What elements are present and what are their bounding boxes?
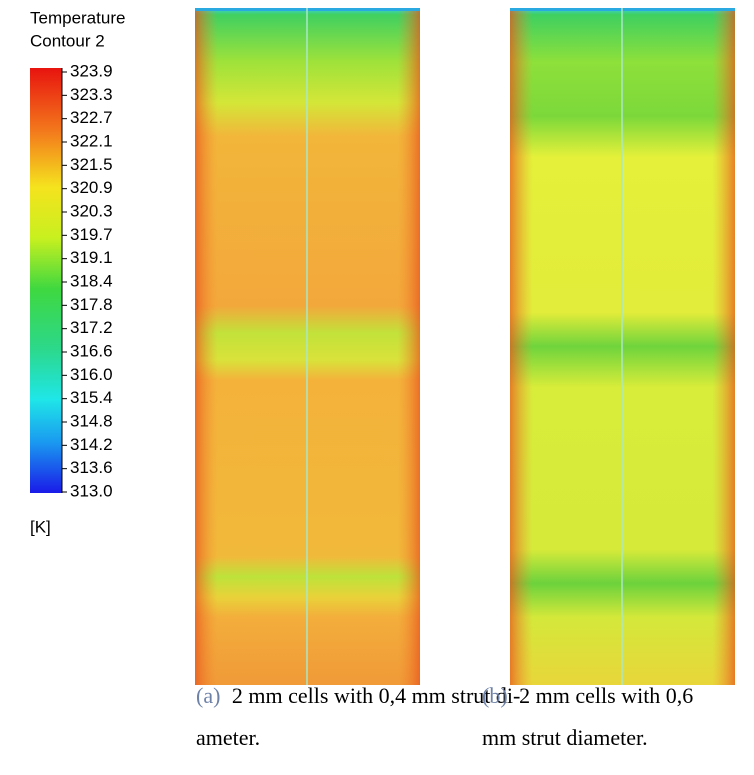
legend-title: Contour 2 (30, 31, 105, 50)
colorbar-label: 317.2 (70, 318, 113, 337)
legend-title: Temperature (30, 8, 125, 27)
colorbar (30, 68, 62, 493)
colorbar-label: 315.4 (70, 388, 113, 407)
colorbar-label: 320.3 (70, 201, 113, 220)
colorbar-label: 319.7 (70, 225, 113, 244)
colorbar-label: 323.9 (70, 61, 113, 80)
caption-text: 2 mm cells with 0,6 (519, 683, 693, 708)
contour-b (510, 8, 735, 685)
caption-text: ameter. (196, 725, 260, 750)
colorbar-label: 314.2 (70, 435, 113, 454)
colorbar-label: 313.0 (70, 481, 113, 500)
colorbar-label: 322.7 (70, 108, 113, 127)
caption-label: (a) (196, 683, 220, 708)
colorbar-label: 320.9 (70, 178, 113, 197)
caption: (a) 2 mm cells with 0,4 mm strut di- (196, 683, 520, 708)
caption: (b) 2 mm cells with 0,6 (482, 683, 693, 708)
caption-text: 2 mm cells with 0,4 mm strut di- (232, 683, 520, 708)
caption-label: (b) (482, 683, 508, 708)
colorbar-label: 318.4 (70, 271, 113, 290)
colorbar-label: 313.6 (70, 458, 113, 477)
contour-a (195, 8, 420, 685)
colorbar-label: 319.1 (70, 248, 113, 267)
colorbar-label: 316.0 (70, 365, 113, 384)
colorbar-label: 316.6 (70, 341, 113, 360)
colorbar-label: 321.5 (70, 155, 113, 174)
colorbar-label: 323.3 (70, 85, 113, 104)
colorbar-label: 314.8 (70, 411, 113, 430)
colorbar-label: 322.1 (70, 131, 113, 150)
colorbar-label: 317.8 (70, 295, 113, 314)
caption-text: mm strut diameter. (482, 725, 648, 750)
legend-unit: [K] (30, 517, 51, 536)
